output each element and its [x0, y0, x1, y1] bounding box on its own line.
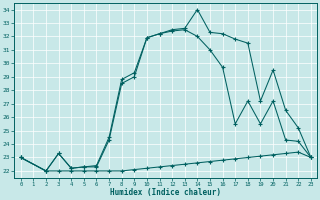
X-axis label: Humidex (Indice chaleur): Humidex (Indice chaleur) [110, 188, 221, 197]
